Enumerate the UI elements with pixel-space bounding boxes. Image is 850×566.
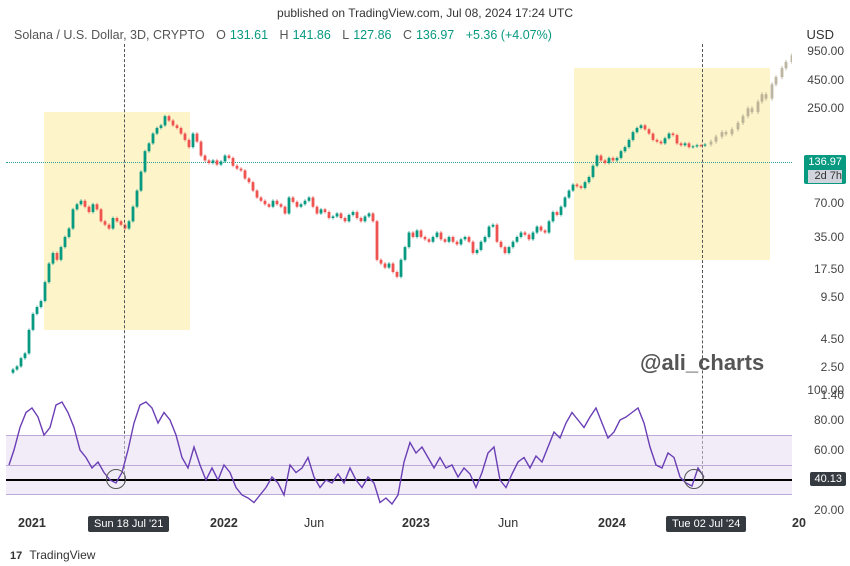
ohlc-o-label: O <box>216 28 226 42</box>
rsi-value-tag: 40.13 <box>810 472 846 486</box>
price-tag: 136.97 2d 7h <box>804 155 846 184</box>
chart-container: published on TradingView.com, Jul 08, 20… <box>0 0 850 566</box>
ohlc-c-label: C <box>403 28 412 42</box>
footer-brand: 17 TradingView <box>10 548 95 562</box>
rsi-circle-mark <box>106 469 126 489</box>
ticker-ohlc: Solana / U.S. Dollar, 3D, CRYPTO O 131.6… <box>14 28 552 42</box>
ohlc-l-label: L <box>342 28 349 42</box>
ohlc-h: 141.86 <box>293 28 331 42</box>
publish-timestamp: published on TradingView.com, Jul 08, 20… <box>0 6 850 20</box>
ohlc-c: 136.97 <box>416 28 454 42</box>
rsi-chart[interactable] <box>6 390 792 510</box>
y-axis-rsi: 100.0080.0060.0040.0020.00 <box>796 390 846 510</box>
currency-badge: USD <box>799 25 842 44</box>
ohlc-l: 127.86 <box>353 28 391 42</box>
watermark: @ali_charts <box>640 350 764 376</box>
tradingview-logo-icon: 17 <box>10 550 22 562</box>
crosshair-date-label: Sun 18 Jul '21 <box>88 516 169 532</box>
ohlc-change: +5.36 (+4.07%) <box>466 28 552 42</box>
price-tag-countdown: 2d 7h <box>808 170 842 183</box>
ohlc-h-label: H <box>280 28 289 42</box>
price-tag-value: 136.97 <box>808 156 842 169</box>
y-axis-price: 950.00450.00250.00136.9770.0035.0017.509… <box>796 44 846 384</box>
crosshair-date-label: Tue 02 Jul '24 <box>666 516 746 532</box>
rsi-circle-mark <box>684 469 704 489</box>
symbol-name: Solana / U.S. Dollar, 3D, CRYPTO <box>14 28 205 42</box>
ohlc-o: 131.61 <box>230 28 268 42</box>
tradingview-label: TradingView <box>29 548 95 562</box>
